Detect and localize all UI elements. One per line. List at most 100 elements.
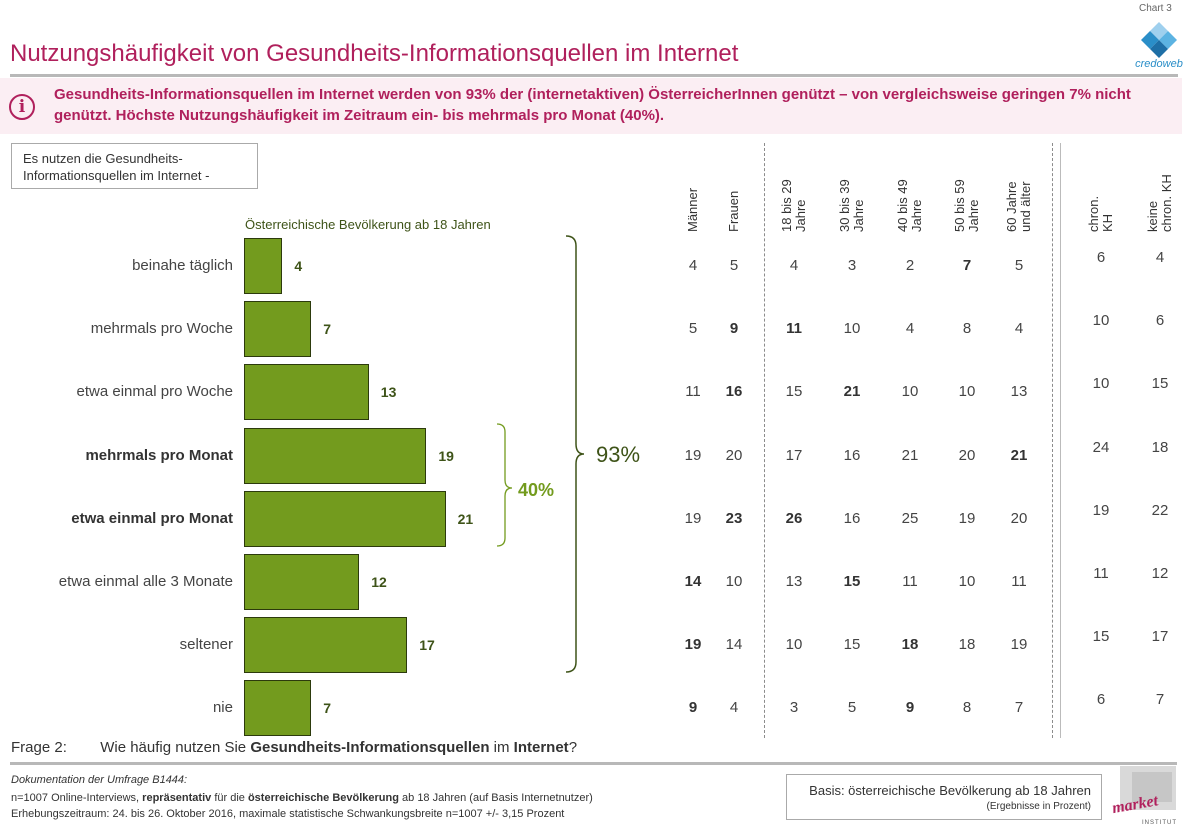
table-cell: 16	[843, 509, 861, 527]
info-icon: i	[9, 94, 35, 120]
table-cell: 15	[1092, 628, 1110, 646]
table-cell: 19	[1010, 636, 1028, 654]
table-cell: 6	[1096, 691, 1106, 709]
column-header-line: KH	[1100, 213, 1115, 232]
table-cell: 4	[729, 699, 739, 717]
category-label: etwa einmal pro Woche	[76, 383, 233, 401]
table-cell: 4	[905, 320, 915, 338]
question-text: im	[489, 739, 514, 756]
table-cell: 23	[725, 509, 743, 527]
table-cell: 20	[1010, 509, 1028, 527]
table-cell: 19	[1092, 501, 1110, 519]
bar	[244, 238, 283, 294]
column-header-line: chron. KH	[1159, 174, 1174, 232]
table-cell: 10	[1092, 375, 1110, 393]
category-label: etwa einmal alle 3 Monate	[58, 573, 233, 590]
credoweb-logo-icon	[1141, 22, 1177, 58]
bar-value-label: 17	[419, 637, 435, 654]
table-cell: 15	[1151, 375, 1169, 393]
table-cell: 9	[905, 699, 915, 717]
documentation-line: Erhebungszeitraum: 24. bis 26. Oktober 2…	[11, 808, 565, 820]
question-text: Wie häufig nutzen Sie	[100, 739, 251, 756]
bar-value-label: 7	[323, 700, 331, 717]
table-cell: 15	[843, 573, 861, 590]
column-header: keine chron. KH	[1145, 162, 1174, 232]
table-cell: 5	[847, 699, 857, 717]
table-cell: 9	[688, 699, 698, 717]
credoweb-logo-text: credoweb	[1135, 58, 1183, 70]
table-cell: 18	[958, 636, 976, 654]
table-cell: 16	[725, 383, 743, 401]
table-cell: 10	[958, 383, 976, 401]
column-header-line: 18 bis 29	[779, 179, 794, 232]
table-cell: 18	[1151, 438, 1169, 456]
question-bold: Internet	[513, 739, 569, 756]
footer-divider	[10, 762, 1177, 765]
table-cell: 10	[725, 573, 743, 590]
table-cell: 12	[1151, 565, 1169, 582]
question-box: Es nutzen die Gesundheits-Informationsqu…	[11, 143, 258, 189]
market-logo-text: market	[1112, 792, 1160, 817]
table-cell: 15	[785, 383, 803, 401]
table-cell: 10	[901, 383, 919, 401]
column-header-line: 50 bis 59	[952, 179, 967, 232]
column-header-line: Jahre	[909, 199, 924, 232]
column-header-line: 60 Jahre	[1004, 181, 1019, 232]
chart-number: Chart 3	[1139, 3, 1172, 14]
table-cell: 20	[958, 446, 976, 464]
column-header: 18 bis 29 Jahre	[779, 162, 808, 232]
bar	[244, 554, 360, 610]
question-text: ?	[568, 739, 578, 756]
table-cell: 18	[901, 636, 919, 654]
table-cell: 11	[1011, 573, 1027, 590]
question-box-text: Es nutzen die Gesundheits-Informationsqu…	[23, 151, 210, 183]
column-divider	[1060, 143, 1061, 738]
bar	[244, 490, 446, 547]
table-cell: 8	[962, 699, 972, 717]
column-header: chron. KH	[1086, 162, 1115, 232]
table-cell: 10	[958, 573, 976, 590]
column-header-line: Männer	[685, 187, 700, 232]
column-header-line: 30 bis 39	[837, 179, 852, 232]
category-label: mehrmals pro Woche	[90, 320, 233, 338]
table-cell: 14	[725, 636, 743, 654]
table-cell: 4	[1014, 320, 1024, 338]
table-cell: 21	[843, 383, 861, 401]
column-divider	[1052, 143, 1053, 738]
table-cell: 2	[905, 257, 915, 274]
title-divider	[10, 74, 1178, 77]
table-cell: 5	[1014, 257, 1024, 274]
table-cell: 11	[902, 573, 918, 590]
basis-box: Basis: österreichische Bevölkerung ab 18…	[786, 774, 1102, 820]
table-cell: 5	[688, 320, 698, 338]
column-header: Männer	[685, 162, 700, 232]
table-cell: 8	[962, 320, 972, 338]
column-header: Frauen	[726, 162, 741, 232]
category-label: seltener	[179, 636, 233, 654]
column-header-line: Jahre	[851, 199, 866, 232]
table-cell: 3	[847, 257, 857, 274]
page-title: Nutzungshäufigkeit von Gesundheits-Infor…	[10, 40, 739, 67]
summary-text: Gesundheits-Informationsquellen im Inter…	[54, 86, 1131, 124]
market-institut-logo: market INSTITUT	[1112, 766, 1176, 826]
table-cell: 10	[1092, 312, 1110, 330]
question-prefix: Frage 2:	[11, 739, 67, 756]
documentation-line: n=1007 Online-Interviews, repräsentativ …	[11, 792, 593, 804]
table-cell: 9	[729, 320, 739, 338]
bar	[244, 364, 369, 421]
bar	[244, 427, 427, 484]
table-cell: 11	[685, 383, 701, 401]
table-cell: 6	[1155, 312, 1165, 330]
table-cell: 4	[1155, 249, 1165, 266]
basis-text: Basis: österreichische Bevölkerung ab 18…	[809, 783, 1091, 798]
table-cell: 4	[688, 257, 698, 274]
basis-note: (Ergebnisse in Prozent)	[986, 801, 1092, 812]
table-cell: 19	[684, 446, 702, 464]
table-cell: 11	[1093, 565, 1109, 582]
bracket-40-label: 40%	[518, 480, 554, 500]
bar-value-label: 13	[380, 384, 397, 401]
table-cell: 19	[684, 509, 702, 527]
table-cell: 5	[729, 257, 739, 274]
bracket-93	[565, 235, 585, 673]
